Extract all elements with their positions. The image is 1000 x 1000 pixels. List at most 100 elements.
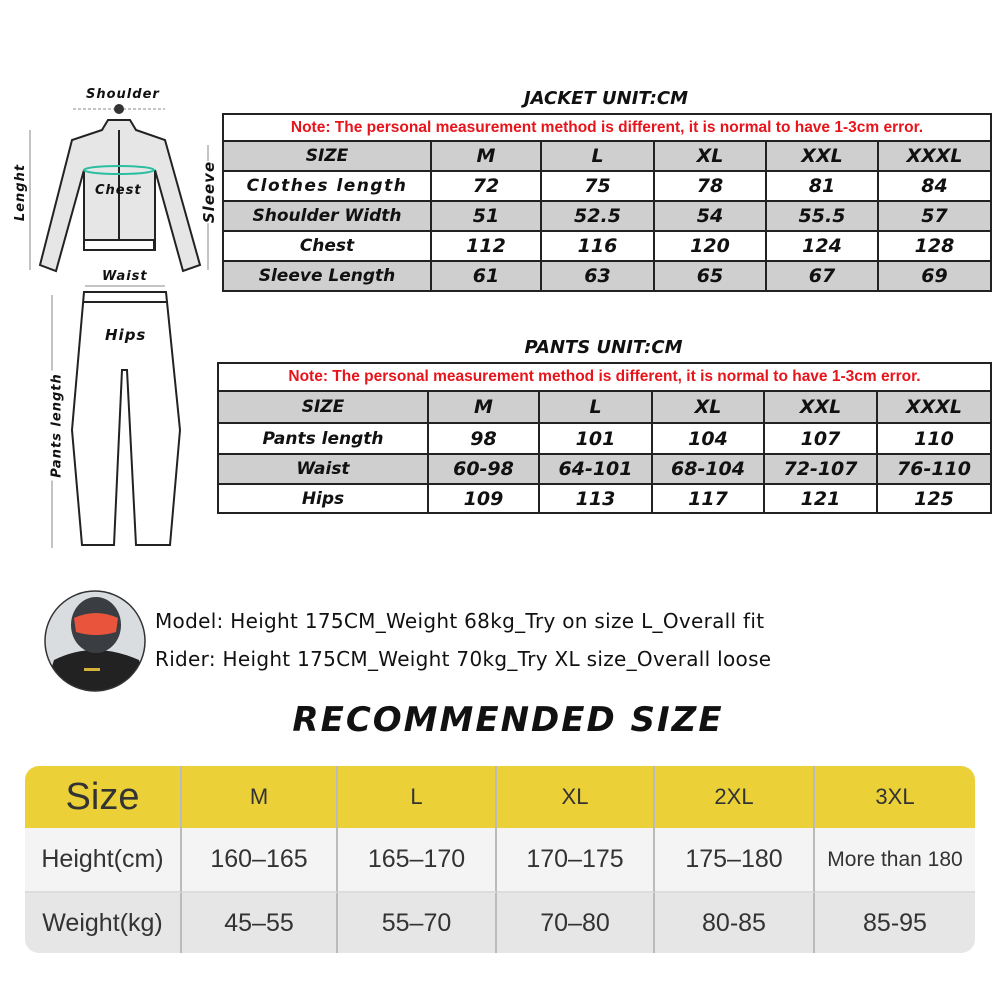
- cell: 68-104: [651, 453, 765, 485]
- cell: 80-85: [655, 893, 815, 953]
- cell: 121: [763, 483, 878, 514]
- header-cell: 2XL: [655, 766, 815, 828]
- cell: 165–170: [338, 828, 497, 893]
- recommended-size-title: RECOMMENDED SIZE: [292, 700, 724, 740]
- cell: 65: [653, 260, 767, 292]
- cell: 61: [430, 260, 542, 292]
- cell: 84: [877, 170, 992, 202]
- table-row: Hips 109 113 117 121 125: [217, 483, 992, 514]
- row-label: Chest: [222, 230, 432, 262]
- header-cell: XXL: [765, 140, 879, 172]
- cell: 101: [538, 422, 653, 455]
- pants-length-label: Pants length: [49, 370, 65, 481]
- model-info-line: Model: Height 175CM_Weight 68kg_Try on s…: [155, 609, 765, 633]
- cell: 75: [540, 170, 655, 202]
- row-label: Pants length: [217, 422, 429, 455]
- cell: 45–55: [182, 893, 338, 953]
- cell: 55–70: [338, 893, 497, 953]
- header-cell: XXXL: [876, 390, 992, 424]
- pants-table-title: PANTS UNIT:CM: [524, 337, 683, 358]
- cell: 81: [765, 170, 879, 202]
- jacket-note: Note: The personal measurement method is…: [222, 113, 992, 142]
- cell: 55.5: [765, 200, 879, 232]
- cell: 120: [653, 230, 767, 262]
- cell: 57: [877, 200, 992, 232]
- header-cell: XL: [653, 140, 767, 172]
- header-cell: XL: [651, 390, 765, 424]
- cell: 63: [540, 260, 655, 292]
- cell: 160–165: [182, 828, 338, 893]
- cell: 170–175: [497, 828, 655, 893]
- cell: 104: [651, 422, 765, 455]
- header-cell: L: [338, 766, 497, 828]
- waist-label: Waist: [102, 269, 148, 284]
- row-label: Sleeve Length: [222, 260, 432, 292]
- jacket-size-table: Note: The personal measurement method is…: [222, 113, 992, 292]
- jacket-table-title: JACKET UNIT:CM: [523, 88, 689, 109]
- cell: 128: [877, 230, 992, 262]
- cell: 60-98: [427, 453, 540, 485]
- cell: More than 180: [815, 828, 975, 893]
- header-cell: XL: [497, 766, 655, 828]
- header-cell: M: [430, 140, 542, 172]
- cell: 52.5: [540, 200, 655, 232]
- table-row: Pants length 98 101 104 107 110: [217, 422, 992, 455]
- cell: 116: [540, 230, 655, 262]
- cell: 113: [538, 483, 653, 514]
- row-label: Hips: [217, 483, 429, 514]
- header-cell: L: [540, 140, 655, 172]
- cell: 76-110: [876, 453, 992, 485]
- cell: 51: [430, 200, 542, 232]
- header-cell: 3XL: [815, 766, 975, 828]
- cell: 72-107: [763, 453, 878, 485]
- rider-info-line: Rider: Height 175CM_Weight 70kg_Try XL s…: [155, 647, 772, 671]
- cell: 109: [427, 483, 540, 514]
- table-header-row: SIZE M L XL XXL XXXL: [217, 390, 992, 424]
- cell: 85-95: [815, 893, 975, 953]
- length-label: Lenght: [13, 163, 29, 222]
- cell: 70–80: [497, 893, 655, 953]
- table-row: Clothes length 72 75 78 81 84: [222, 170, 992, 202]
- sleeve-label: Sleeve: [200, 160, 219, 224]
- row-label: Shoulder Width: [222, 200, 432, 232]
- row-label: Clothes length: [222, 170, 432, 202]
- cell: 72: [430, 170, 542, 202]
- cell: 124: [765, 230, 879, 262]
- header-cell: SIZE: [222, 140, 432, 172]
- cell: 98: [427, 422, 540, 455]
- cell: 117: [651, 483, 765, 514]
- cell: 64-101: [538, 453, 653, 485]
- recommended-size-table: Size M L XL 2XL 3XL Height(cm) 160–165 1…: [25, 766, 975, 953]
- table-row: Shoulder Width 51 52.5 54 55.5 57: [222, 200, 992, 232]
- header-cell: XXXL: [877, 140, 992, 172]
- cell: 54: [653, 200, 767, 232]
- header-cell: M: [182, 766, 338, 828]
- row-label: Height(cm): [25, 828, 182, 893]
- header-cell: SIZE: [217, 390, 429, 424]
- pants-note: Note: The personal measurement method is…: [217, 362, 992, 392]
- row-label: Weight(kg): [25, 893, 182, 953]
- table-header-row: SIZE M L XL XXL XXXL: [222, 140, 992, 172]
- hips-label: Hips: [105, 326, 147, 344]
- table-row: Chest 112 116 120 124 128: [222, 230, 992, 262]
- cell: 125: [876, 483, 992, 514]
- header-cell: XXL: [763, 390, 878, 424]
- shoulder-label: Shoulder: [86, 87, 160, 102]
- cell: 107: [763, 422, 878, 455]
- model-avatar: [44, 590, 146, 692]
- header-cell: M: [427, 390, 540, 424]
- header-cell: Size: [25, 766, 182, 828]
- pants-size-table: Note: The personal measurement method is…: [217, 362, 992, 514]
- jacket-diagram: [29, 104, 209, 273]
- table-row: Sleeve Length 61 63 65 67 69: [222, 260, 992, 292]
- cell: 112: [430, 230, 542, 262]
- header-cell: L: [538, 390, 653, 424]
- table-row: Waist 60-98 64-101 68-104 72-107 76-110: [217, 453, 992, 485]
- cell: 69: [877, 260, 992, 292]
- cell: 67: [765, 260, 879, 292]
- cell: 110: [876, 422, 992, 455]
- row-label: Waist: [217, 453, 429, 485]
- chest-label: Chest: [95, 183, 142, 198]
- cell: 78: [653, 170, 767, 202]
- cell: 175–180: [655, 828, 815, 893]
